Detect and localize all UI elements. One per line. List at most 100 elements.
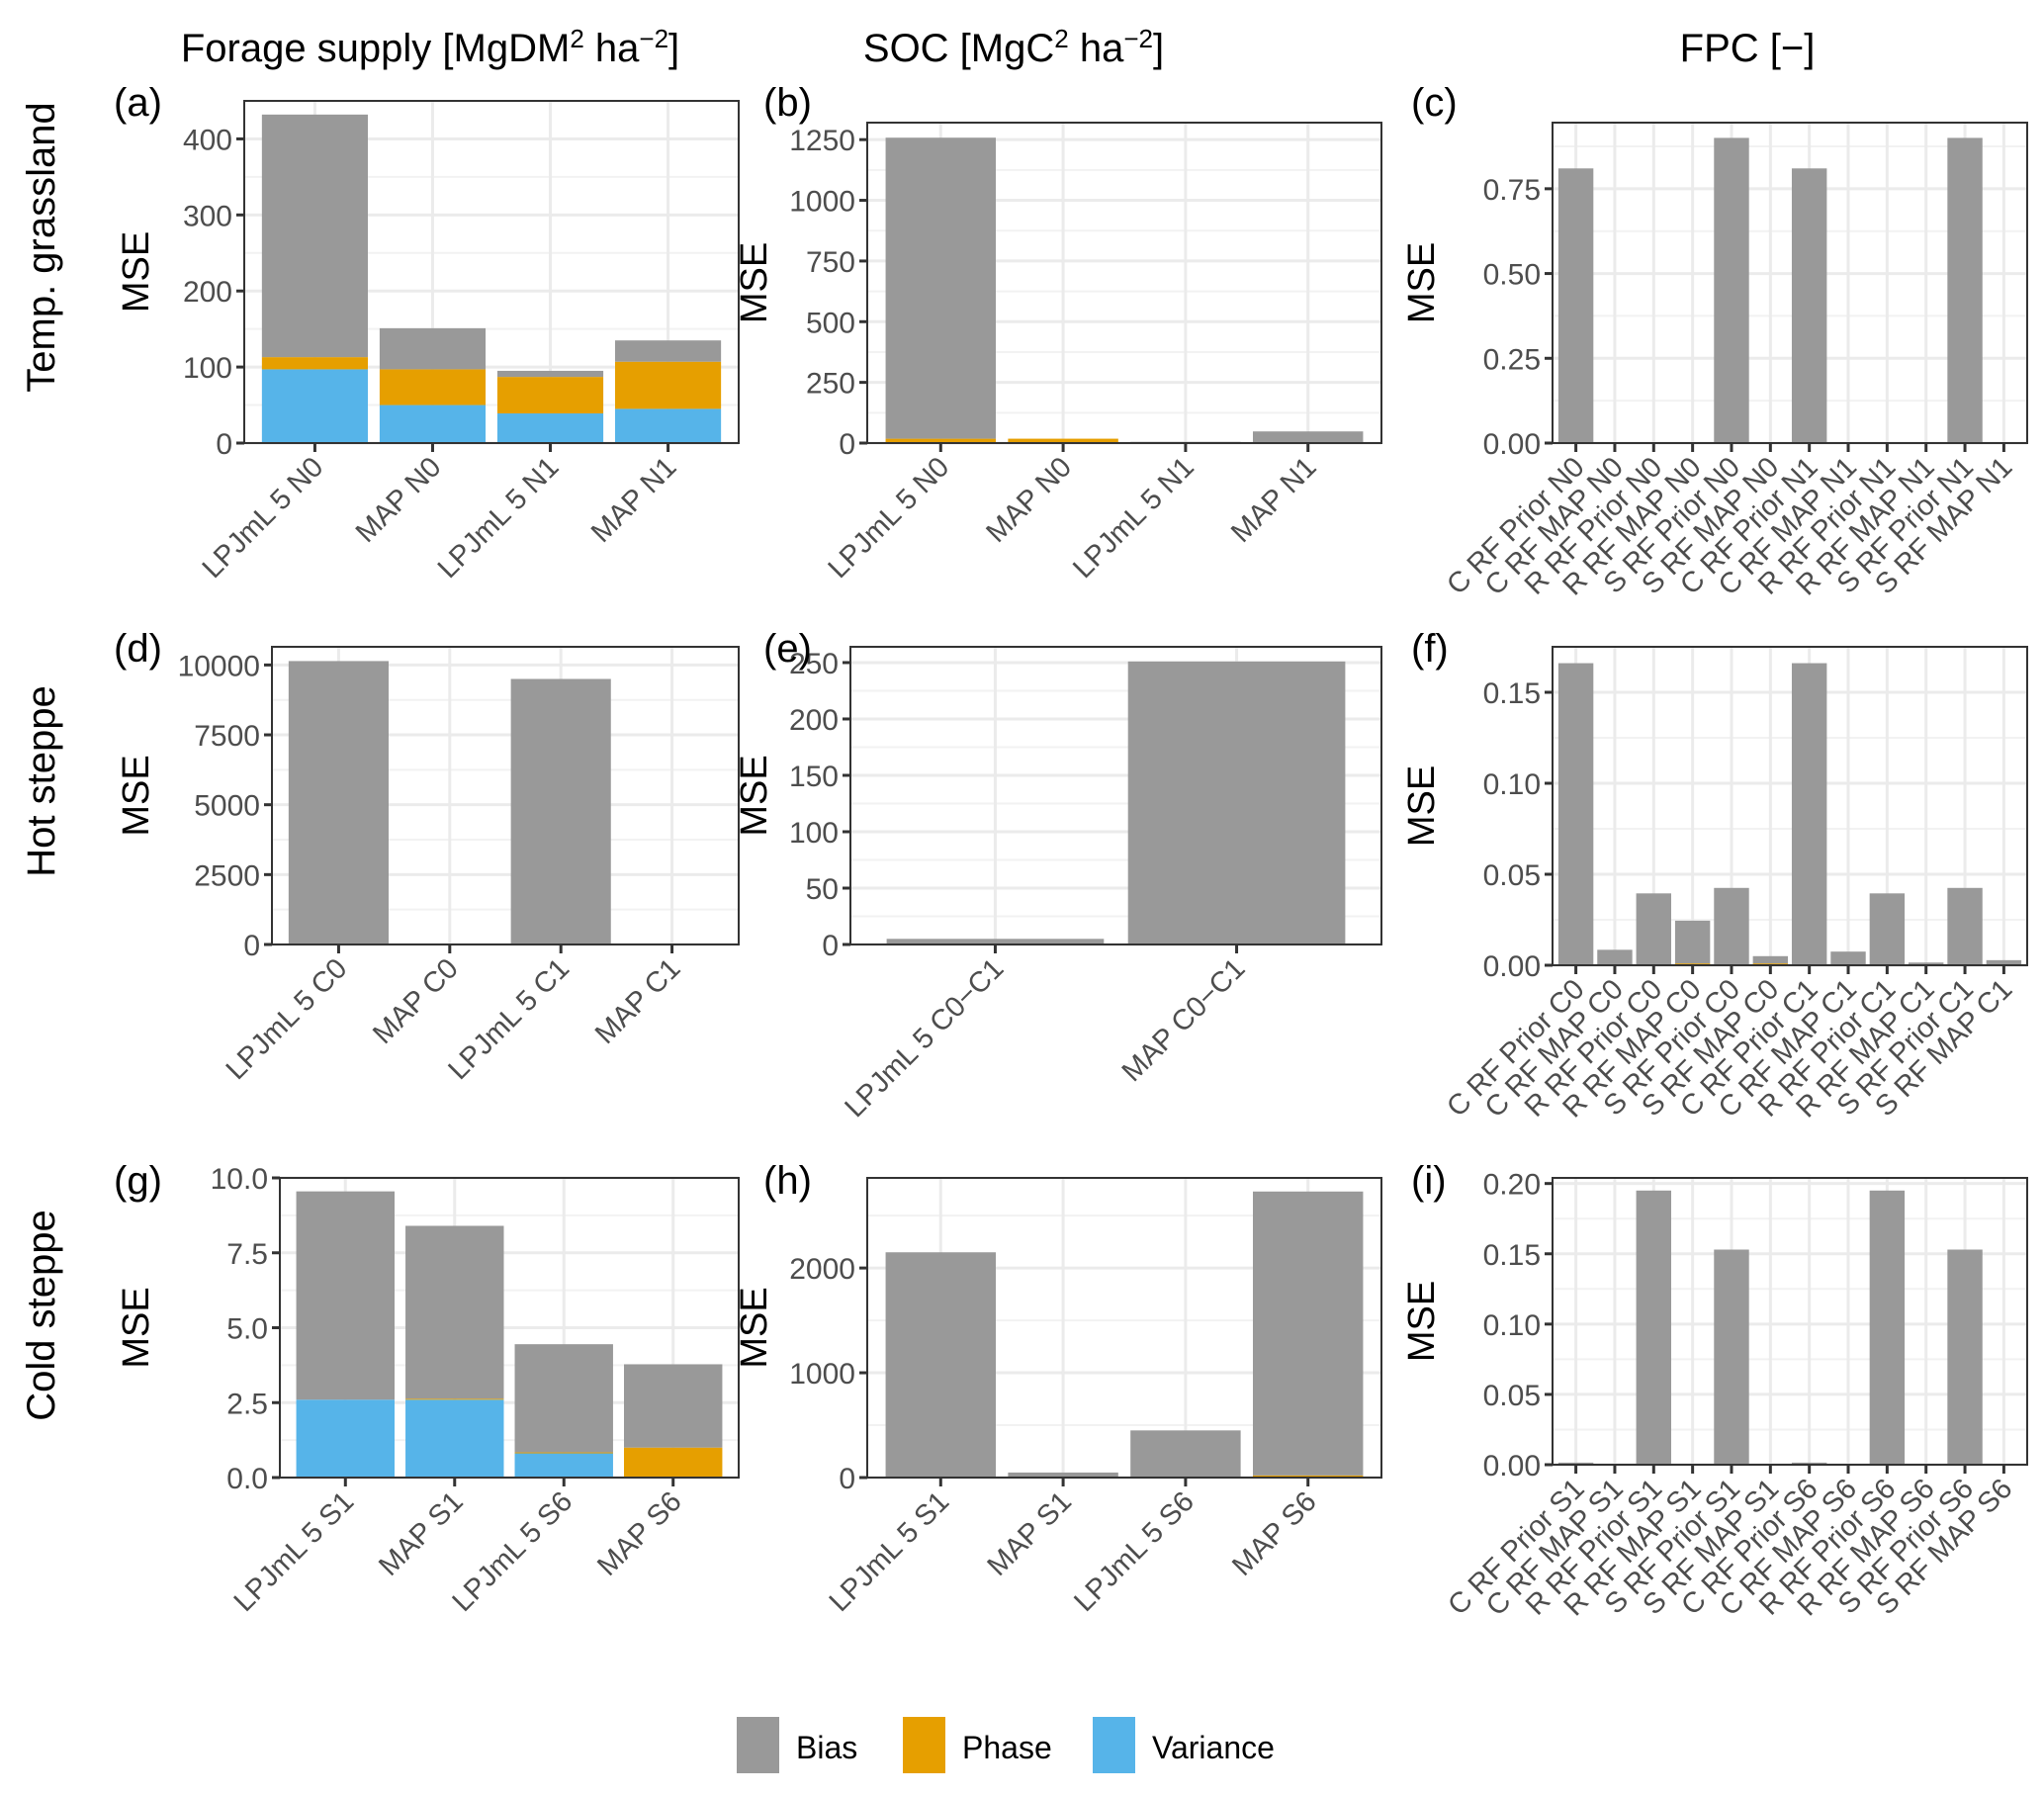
legend-swatch xyxy=(903,1717,945,1773)
x-tick-label: MAP C1 xyxy=(589,952,687,1050)
row-title: Temp. grassland xyxy=(20,102,63,392)
bar-segment-bias xyxy=(1714,887,1749,965)
x-tick-label: LPJmL 5 N1 xyxy=(432,451,566,584)
legend-item-variance: Variance xyxy=(1093,1717,1275,1773)
y-axis-label: MSE xyxy=(734,755,775,836)
plot-border xyxy=(849,646,1382,945)
x-tick-label: MAP N0 xyxy=(350,451,448,549)
x-tick-label: MAP S1 xyxy=(373,1485,469,1581)
bar-segment-bias xyxy=(1752,955,1789,964)
y-tick-label: 10.0 xyxy=(211,1163,268,1196)
y-tick-label: 0.05 xyxy=(1483,1380,1541,1412)
y-tick-label: 10000 xyxy=(178,650,260,682)
panel-label: (b) xyxy=(763,81,812,125)
bar-segment-variance xyxy=(496,413,604,443)
bar-segment-bias xyxy=(496,370,604,378)
y-tick-label: 7500 xyxy=(194,720,260,753)
x-tick-label: LPJmL 5 C0 xyxy=(221,952,354,1086)
bar-segment-bias xyxy=(1636,1190,1671,1465)
bar-segment-bias xyxy=(1597,949,1633,965)
bar-segment-phase xyxy=(624,1447,723,1478)
bar-segment-bias xyxy=(1557,1462,1594,1465)
bar-segment-bias xyxy=(1947,1249,1983,1465)
y-tick-label: 100 xyxy=(789,817,839,850)
bar-segment-variance xyxy=(405,1399,504,1478)
legend-swatch xyxy=(1093,1717,1135,1773)
bar-segment-bias xyxy=(1830,951,1866,965)
y-tick-label: 0.10 xyxy=(1483,1309,1541,1342)
bar-segment-bias xyxy=(1909,962,1944,965)
panel-label: (f) xyxy=(1411,627,1449,671)
bar-segment-bias xyxy=(615,340,722,362)
panel: 0 50 100 150 200 250 LPJmL 5 C0−C1 MAP C0−C1 (e)… xyxy=(734,627,1382,1123)
plot-border xyxy=(279,1177,740,1479)
y-tick-label: 0 xyxy=(243,930,260,962)
x-tick-label: LPJmL 5 S1 xyxy=(228,1485,361,1618)
legend-label: Phase xyxy=(962,1730,1052,1765)
y-tick-label: 2500 xyxy=(194,859,260,892)
y-tick-label: 0 xyxy=(839,1463,855,1495)
bar-segment-variance xyxy=(379,404,487,443)
y-tick-label: 200 xyxy=(183,276,232,309)
y-tick-label: 0 xyxy=(839,428,855,461)
y-tick-label: 0.00 xyxy=(1483,950,1541,983)
panel-label: (i) xyxy=(1411,1159,1447,1203)
bar-segment-bias xyxy=(1636,893,1671,965)
legend-swatch xyxy=(737,1717,779,1773)
x-tick-label: LPJmL 5 N1 xyxy=(1067,451,1200,584)
y-tick-label: 500 xyxy=(806,307,855,339)
x-tick-label: MAP N1 xyxy=(585,451,683,549)
legend-label: Variance xyxy=(1152,1730,1275,1765)
y-tick-label: 0.10 xyxy=(1483,768,1541,801)
bar-segment-bias xyxy=(379,327,487,370)
y-tick-label: 5000 xyxy=(194,790,260,823)
y-tick-label: 750 xyxy=(806,246,855,279)
y-tick-label: 0 xyxy=(216,428,232,461)
y-tick-label: 1000 xyxy=(789,186,855,219)
bar-segment-variance xyxy=(296,1399,395,1478)
panel-label: (h) xyxy=(763,1159,812,1203)
panel-label: (a) xyxy=(114,81,162,125)
y-axis-label: MSE xyxy=(116,755,157,836)
y-tick-label: 5.0 xyxy=(226,1313,268,1346)
panel: 0 250 500 750 1000 1250 LPJmL 5 N0 MAP N0LPJmL … xyxy=(734,81,1382,584)
bar-segment-bias xyxy=(1253,1191,1364,1476)
column-title-part: ] xyxy=(668,27,679,70)
panel-label: (c) xyxy=(1411,81,1458,125)
x-tick-label: LPJmL 5 N0 xyxy=(197,451,330,584)
bar-segment-bias xyxy=(1557,663,1594,965)
x-tick-label: LPJmL 5 S1 xyxy=(824,1485,956,1618)
bar-segment-phase xyxy=(261,357,368,370)
bar-segment-bias xyxy=(1008,1472,1118,1478)
y-axis-label: MSE xyxy=(1401,1281,1443,1362)
panel: 0.000.050.100.150.20C RF Prior S1C RF MA… xyxy=(1401,1159,2028,1622)
column-title-part: 2 xyxy=(570,24,583,53)
x-tick-label: LPJmL 5 N0 xyxy=(823,451,956,584)
column-title-part: ha xyxy=(1069,27,1124,70)
x-tick-label: MAP S6 xyxy=(591,1485,687,1581)
bar-segment-bias xyxy=(885,1252,996,1478)
y-tick-label: 250 xyxy=(806,368,855,401)
column-title: SOC [MgC2 ha−2] xyxy=(863,24,1164,70)
bar-segment-bias xyxy=(1869,1190,1906,1465)
plot-border xyxy=(1552,646,2028,966)
y-tick-label: 0 xyxy=(822,930,839,962)
y-tick-label: 0.15 xyxy=(1483,1239,1541,1272)
bar-segment-bias xyxy=(1557,168,1594,444)
y-axis-label: MSE xyxy=(1401,242,1443,323)
bar-segment-bias xyxy=(288,661,389,944)
y-tick-label: 0.00 xyxy=(1483,428,1541,461)
y-tick-label: 100 xyxy=(183,352,232,385)
plot-border xyxy=(1552,1177,2028,1466)
bar-segment-bias xyxy=(1791,168,1827,444)
x-tick-label: LPJmL 5 S6 xyxy=(1068,1485,1200,1618)
y-axis-label: MSE xyxy=(116,231,157,313)
bar-segment-bias xyxy=(886,939,1105,944)
plot-border xyxy=(1552,122,2028,444)
row-title: Cold steppe xyxy=(20,1210,63,1420)
bar-segment-bias xyxy=(1791,663,1827,965)
y-tick-label: 7.5 xyxy=(226,1238,268,1271)
bar-segment-bias xyxy=(510,678,611,944)
